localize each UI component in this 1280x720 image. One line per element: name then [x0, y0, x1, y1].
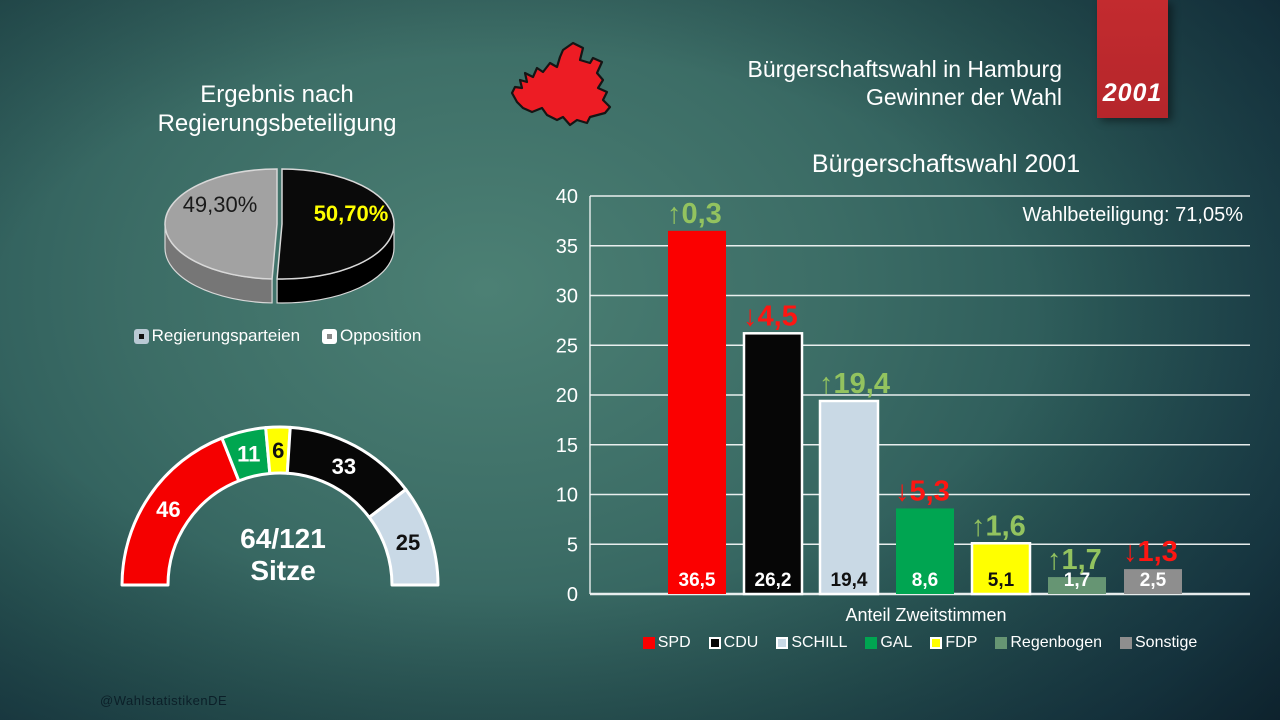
bar-Regenbogen — [1048, 577, 1106, 594]
pie-legend-label: Opposition — [340, 326, 422, 345]
legend-item-FDP: FDP — [930, 634, 977, 652]
y-tick-label: 35 — [556, 236, 578, 258]
bar-chart-title: Bürgerschaftswahl 2001 — [811, 150, 1081, 178]
legend-marker-icon — [865, 637, 878, 649]
hamburg-map-icon — [510, 41, 612, 127]
seat-segment-label: 6 — [272, 438, 284, 463]
seat-total-line1: 64/121 — [240, 523, 326, 554]
pie-legend-label: Regierungsparteien — [151, 326, 301, 345]
year-badge: 2001 — [1097, 0, 1168, 118]
slide-title-line2: Gewinner der Wahl — [865, 84, 1062, 110]
legend-label: Regenbogen — [1010, 634, 1102, 651]
bar-value-label: 8,6 — [912, 570, 938, 591]
bar-CDU — [742, 332, 804, 596]
pie-legend-item-opposition: Opposition — [322, 326, 421, 346]
opposition-marker-icon — [322, 328, 338, 344]
bar-chart-legend: SPD CDU SCHILL GAL FDP Regenbogen Sonstige — [590, 634, 1250, 652]
pie-slice-label: 49,30% — [183, 192, 258, 217]
seat-segment — [285, 425, 408, 519]
watermark: @WahlstatistikenDE — [100, 693, 228, 708]
pie-chart-title: Ergebnis nach Regierungsbeteiligung — [57, 80, 497, 138]
seat-segment-label: 11 — [237, 442, 260, 467]
change-label: ↑1,6 — [971, 510, 1026, 542]
bar-SCHILL — [818, 399, 880, 596]
pie-title-line1: Ergebnis nach — [200, 81, 354, 108]
pie-legend: Regierungsparteien Opposition — [60, 326, 495, 346]
pie-legend-item-regierungsparteien: Regierungsparteien — [133, 326, 301, 346]
seat-total-label: 64/121 Sitze — [208, 523, 358, 587]
legend-label: CDU — [723, 634, 759, 651]
legend-label: FDP — [945, 634, 978, 651]
legend-item-Sonstige: Sonstige — [1120, 634, 1197, 652]
bar-Sonstige — [1124, 569, 1182, 594]
regierungsparteien-marker-icon — [133, 328, 149, 344]
results-bar-chart: 0 5 10 15 20 25 30 35 40 36,5 ↑0,3 26,2 ↓4,5 19,4 ↑19,… — [556, 186, 1250, 606]
bar-value-label: 26,2 — [755, 570, 792, 591]
change-label: ↑1,7 — [1047, 544, 1102, 576]
seat-segment-label: 46 — [156, 497, 180, 522]
bar-value-label: 2,5 — [1140, 570, 1167, 591]
bar-GAL — [896, 508, 954, 594]
y-tick-label: 30 — [556, 286, 578, 308]
y-tick-label: 10 — [556, 485, 578, 507]
legend-label: Sonstige — [1135, 634, 1198, 651]
y-tick-label: 0 — [567, 584, 578, 606]
bar-SPD — [668, 230, 726, 594]
seat-segment-label: 25 — [396, 530, 420, 555]
slide-title-line1: Bürgerschaftswahl in Hamburg — [747, 56, 1062, 82]
y-tick-label: 15 — [556, 435, 578, 457]
legend-marker-icon — [708, 637, 721, 649]
change-label: ↑0,3 — [667, 198, 722, 230]
seat-total-line2: Sitze — [250, 555, 316, 586]
y-tick-label: 40 — [556, 186, 578, 208]
legend-item-Regenbogen: Regenbogen — [995, 634, 1102, 652]
legend-label: GAL — [880, 634, 913, 651]
seat-segment — [367, 487, 440, 587]
legend-item-SCHILL: SCHILL — [776, 634, 847, 652]
x-axis-label: Anteil Zweitstimmen — [845, 605, 1007, 625]
legend-label: SCHILL — [791, 634, 848, 651]
government-pie-chart: 50,70% 49,30% — [164, 168, 395, 304]
bar-value-label: 5,1 — [988, 570, 1015, 591]
legend-item-CDU: CDU — [708, 634, 759, 652]
slide-title: Bürgerschaftswahl in Hamburg Gewinner de… — [748, 55, 1062, 111]
legend-item-GAL: GAL — [865, 634, 912, 652]
legend-item-SPD: SPD — [642, 634, 691, 652]
legend-label: SPD — [657, 634, 691, 651]
y-tick-label: 5 — [567, 534, 578, 556]
bar-FDP — [970, 542, 1032, 596]
y-tick-label: 20 — [556, 385, 578, 407]
pie-slice-label: 50,70% — [314, 201, 389, 226]
legend-marker-icon — [776, 637, 789, 649]
seat-segment-label: 33 — [332, 454, 356, 479]
change-label: ↓4,5 — [743, 300, 798, 332]
change-label: ↑19,4 — [819, 368, 890, 400]
year-badge-label: 2001 — [1102, 79, 1163, 107]
bar-value-label: 1,7 — [1064, 570, 1090, 591]
change-label: ↓5,3 — [895, 475, 950, 507]
seat-segment — [264, 425, 292, 475]
legend-marker-icon — [930, 637, 943, 649]
pie-title-line2: Regierungsbeteiligung — [157, 110, 397, 137]
turnout-annotation: Wahlbeteiligung: 71,05% — [1022, 204, 1243, 226]
legend-marker-icon — [1120, 637, 1132, 649]
legend-marker-icon — [995, 637, 1008, 649]
legend-marker-icon — [642, 637, 655, 649]
bar-value-label: 19,4 — [831, 570, 868, 591]
seat-segment — [220, 426, 272, 483]
bar-value-label: 36,5 — [679, 570, 716, 591]
y-tick-label: 25 — [556, 335, 578, 357]
change-label: ↓1,3 — [1123, 536, 1178, 568]
